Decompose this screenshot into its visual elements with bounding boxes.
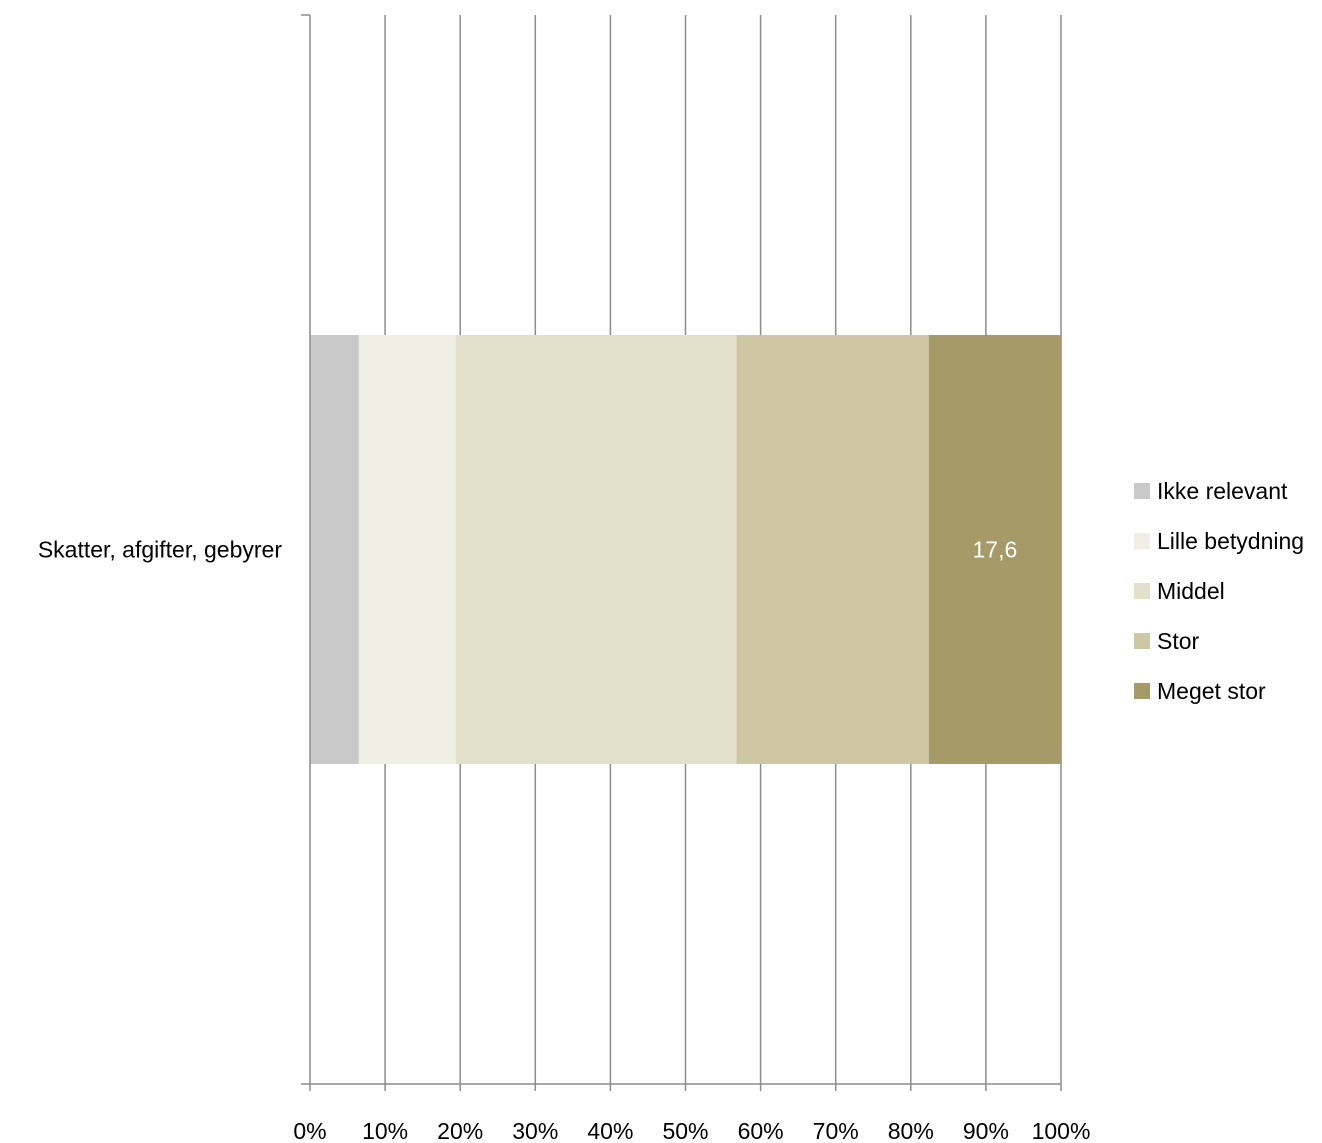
x-tick-label: 60% [738, 1118, 784, 1143]
bar-segment [736, 335, 929, 764]
legend-label: Ikke relevant [1157, 477, 1288, 504]
legend-item: Lille betydning [1134, 516, 1304, 566]
bars [310, 335, 1061, 764]
x-tick-label: 70% [813, 1118, 859, 1143]
x-tick-label: 100% [1032, 1118, 1091, 1143]
category-label: Skatter, afgifter, gebyrer [38, 537, 283, 563]
x-tick-label: 30% [512, 1118, 558, 1143]
bar-segment [928, 335, 1061, 764]
legend-label: Middel [1157, 577, 1225, 604]
legend-swatch [1134, 683, 1150, 699]
x-tick-label: 90% [963, 1118, 1009, 1143]
legend-label: Lille betydning [1157, 527, 1305, 554]
x-tick-label: 0% [293, 1118, 326, 1143]
x-tick-label: 40% [587, 1118, 633, 1143]
legend-label: Meget stor [1157, 677, 1266, 704]
x-tick-label: 80% [888, 1118, 934, 1143]
bar-segment [358, 335, 456, 764]
legend-item: Ikke relevant [1134, 466, 1304, 516]
legend-swatch [1134, 483, 1150, 499]
legend-label: Stor [1157, 627, 1200, 654]
legend-swatch [1134, 583, 1150, 599]
bar-segment [310, 335, 359, 764]
legend: Ikke relevant Lille betydning Middel Stor Me… [1134, 466, 1304, 716]
bar-segment [455, 335, 737, 764]
data-label: 17,6 [973, 537, 1018, 563]
axes [301, 14, 1062, 1091]
legend-swatch [1134, 633, 1150, 649]
x-tick-label: 10% [362, 1118, 408, 1143]
legend-item: Meget stor [1134, 666, 1304, 716]
legend-item: Middel [1134, 566, 1304, 616]
legend-swatch [1134, 533, 1150, 549]
x-tick-label: 20% [437, 1118, 483, 1143]
labels: 0% 10% 20% 30% 40% 50% 60% 70% 80% 90% 100% 17,6 Ska… [38, 537, 1091, 1143]
x-tick-label: 50% [662, 1118, 708, 1143]
legend-item: Stor [1134, 616, 1304, 666]
